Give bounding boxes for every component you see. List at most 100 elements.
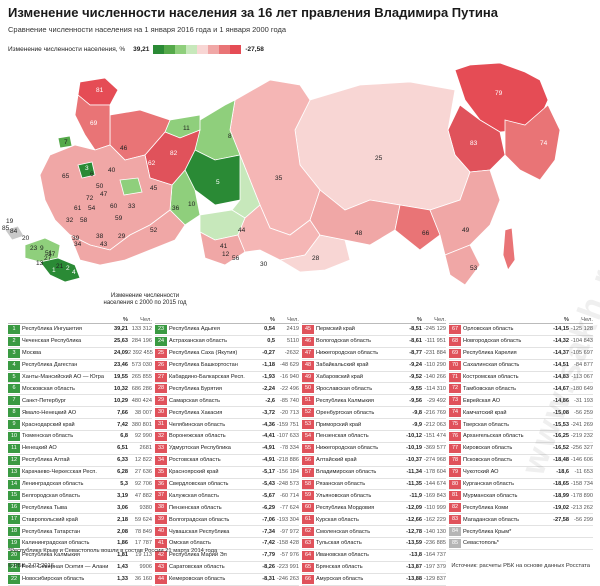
region-amur[interactable] (394, 204, 441, 251)
change-percent: -9,55 (409, 385, 422, 392)
rank-badge: 42 (155, 550, 167, 560)
rank-badge: 78 (449, 455, 461, 465)
rank-badge: 22 (8, 574, 20, 584)
table-row: 36 Свердловская область -5,43 -248 573 (155, 479, 299, 491)
map-region-number: 81 (96, 87, 104, 94)
region-moscow[interactable] (77, 161, 96, 179)
table-row: 48 Забайкальский край -9,24 -110 290 (302, 360, 446, 372)
legend-swatch (208, 45, 220, 54)
rank-badge: 73 (449, 396, 461, 406)
change-percent: -18,48 (553, 457, 569, 464)
rank-badge: 13 (8, 467, 20, 477)
change-percent: -10,12 (406, 433, 422, 440)
change-people: -164 737 (423, 552, 446, 559)
change-people: -151 474 (423, 433, 446, 440)
region-name: Республика Калмыкия (22, 552, 80, 559)
change-people: 284 196 (131, 338, 152, 345)
table-row: 65 Брянская область -13,87 -197 379 (302, 562, 446, 574)
map-region-number: 61 (74, 205, 82, 212)
change-people: -111 951 (424, 338, 446, 345)
change-people: 573 030 (131, 362, 152, 369)
region-name: Ростовская область (169, 457, 221, 464)
region-name: Краснодарский край (22, 421, 75, 428)
map-region-number: 46 (120, 145, 128, 152)
table-row: 32 Воронежская область -4,41 -107 633 (155, 431, 299, 443)
region-name: Ярославская область (316, 385, 373, 392)
table-row: 57 Владимирская область -11,34 -178 604 (302, 467, 446, 479)
rank-badge: 58 (302, 479, 314, 489)
region-name: Новгородская область (463, 338, 522, 345)
region-kamchatka[interactable] (504, 104, 561, 181)
change-percent: -4,91 (262, 457, 275, 464)
rank-badge: 52 (302, 408, 314, 418)
map-region-number: 25 (375, 155, 383, 162)
change-people: -105 697 (570, 350, 593, 357)
table-row: 76 Архангельская область -16,25 -219 232 (449, 431, 593, 443)
map-region-number: 23 (30, 245, 38, 252)
region-name: Кировская область (463, 445, 513, 452)
map-region-number: 27 (44, 255, 52, 262)
table-row: 10 Тюменская область 6,8 92 990 (8, 431, 152, 443)
change-percent: -5,17 (262, 469, 275, 476)
rank-badge: 2 (8, 336, 20, 346)
region-tatarstan[interactable] (119, 177, 143, 196)
region-name: Республика Башкортостан (169, 362, 238, 369)
region-volga[interactable] (69, 209, 186, 266)
table-column: % Чел. 45 Пермский край -8,51 -245 129 46 Волог… (302, 314, 446, 586)
rank-badge: 20 (8, 550, 20, 560)
change-people: -245 129 (423, 326, 446, 333)
table-row: 58 Рязанская область -11,35 -144 674 (302, 479, 446, 491)
change-people: 36 160 (134, 576, 152, 583)
rank-badge: 76 (449, 431, 461, 441)
region-name: Севастополь* (463, 540, 499, 547)
table-row: 20 Республика Калмыкия 1,81 19 113 (8, 550, 152, 562)
table-row: 41 Омская область -7,42 -158 428 (155, 538, 299, 550)
rank-badge: 67 (449, 324, 461, 334)
table-row: 55 Нижегородская область -10,19 -369 577 (302, 443, 446, 455)
region-zabaikal[interactable] (309, 189, 401, 246)
change-people: -256 327 (570, 445, 593, 452)
region-name: Костромская область (463, 374, 519, 380)
change-people: -156 184 (276, 469, 299, 476)
rank-badge: 57 (302, 467, 314, 477)
change-percent: -11,35 (406, 481, 422, 488)
map-region-number: 21 (56, 263, 64, 270)
change-people: -77 624 (280, 504, 299, 511)
region-buryatia[interactable] (278, 234, 351, 273)
rank-badge: 16 (8, 503, 20, 513)
region-caucasus[interactable] (39, 257, 81, 283)
rank-badge: 17 (8, 515, 20, 525)
rank-badge: 3 (8, 348, 20, 358)
region-name: Омская область (169, 540, 211, 547)
change-people: -84 877 (574, 362, 593, 369)
rank-badge: 49 (302, 372, 314, 382)
map-region-number: 39 (72, 235, 80, 242)
region-spb[interactable] (57, 135, 73, 149)
change-people: -218 886 (276, 457, 299, 464)
change-people: 5110 (286, 338, 299, 345)
change-people: -216 769 (423, 409, 446, 416)
change-people: -144 674 (423, 481, 446, 488)
change-people: -22 496 (280, 385, 299, 392)
region-sakhalin[interactable] (502, 227, 516, 271)
rank-badge: 37 (155, 491, 167, 501)
table-row: 64 Ивановская область -13,8 -164 737 (302, 550, 446, 562)
table-row: 52 Оренбургская область -9,8 -216 769 (302, 407, 446, 420)
change-people: -20 713 (280, 409, 299, 416)
region-primorye[interactable] (444, 244, 481, 286)
change-percent: 0,5 (267, 338, 275, 345)
change-percent: -9,9 (412, 421, 422, 428)
region-crimea[interactable] (4, 225, 25, 241)
table-row: 81 Мурманская область -18,99 -178 890 (449, 490, 593, 503)
change-people: -213 262 (570, 504, 593, 511)
rank-badge: 80 (449, 479, 461, 489)
table-row: 21 Респ. Северная Осетия — Алания 1,43 9906 (8, 562, 152, 574)
change-people: -48 629 (280, 362, 299, 369)
change-percent: -8,61 (409, 338, 422, 345)
region-name: Рязанская область (316, 481, 366, 488)
map-region-number: 19 (6, 218, 14, 225)
rank-badge: 21 (8, 562, 20, 572)
table-row: 67 Орловская область -14,15 -125 128 (449, 324, 593, 336)
region-khabarovsk[interactable] (429, 169, 501, 256)
region-name: Кемеровская область (169, 576, 226, 583)
